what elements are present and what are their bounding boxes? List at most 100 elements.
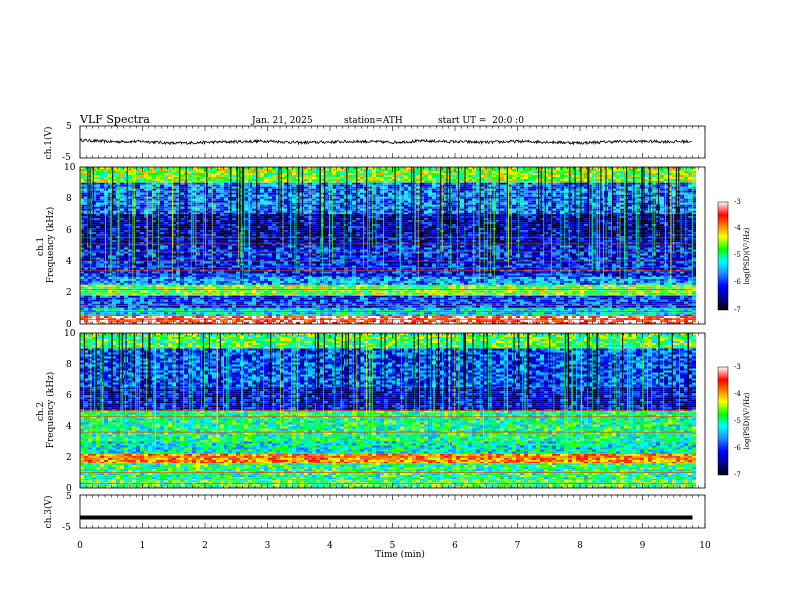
ch1-spectrogram-cell <box>660 224 664 227</box>
ch1-spectrogram-cell <box>200 206 204 209</box>
ch1-spectrogram-cell <box>524 173 528 175</box>
ch1-spectrogram-cell <box>628 188 632 191</box>
ch1-spectrogram-cell <box>292 177 296 179</box>
ch1-spectrogram-cell <box>348 184 352 187</box>
ch1-spectrogram-cell <box>692 218 696 221</box>
ch1-spectrogram-cell <box>444 177 448 179</box>
ch1-spectrogram-cell <box>432 200 436 203</box>
ch1-spectrogram-cell <box>368 216 372 219</box>
ch1-spectrogram-cell <box>200 182 204 185</box>
ch1-spectrogram-cell <box>420 202 424 205</box>
ch1-spectrogram-cell <box>560 216 564 219</box>
ch1-spectrogram-cell <box>232 181 236 183</box>
ch1-spectrogram-cell <box>368 222 372 225</box>
ch1-spectrogram-cell <box>232 204 236 207</box>
ch1-spectrogram-cell <box>344 167 348 169</box>
ch1-spectrogram-cell <box>376 206 380 209</box>
ch1-spectrogram-cell <box>620 204 624 207</box>
ch1-spectrogram-cell <box>100 216 104 219</box>
ch1-spectrogram-cell <box>600 190 604 193</box>
ch1-spectrogram-cell <box>508 226 512 229</box>
ch1-spectrogram-cell <box>420 182 424 185</box>
ch1-spectrogram-cell <box>260 206 264 209</box>
ch1-spectrogram-cell <box>216 226 220 229</box>
ch1-spectrogram-cell <box>504 222 508 225</box>
ch1-spectrogram-cell <box>128 192 132 195</box>
ch1-spectrogram-cell <box>216 198 220 201</box>
ch1-spectrogram-cell <box>244 220 248 223</box>
ch1-spectrogram-cell <box>588 182 592 185</box>
ch1-spectrogram-cell <box>524 196 528 199</box>
ch1-spectrogram-cell <box>244 208 248 211</box>
ch1-spectrogram-cell <box>204 169 208 171</box>
ch1-spectrogram-cell <box>388 184 392 187</box>
ch1-spectrogram-cell <box>212 200 216 203</box>
ch1-spectrogram-cell <box>140 198 144 201</box>
ch1-spectrogram-cell <box>688 208 692 211</box>
ch1-spectrogram-cell <box>596 167 600 169</box>
ch1-spectrogram-cell <box>188 188 192 191</box>
ch1-spectrogram-cell <box>376 220 380 223</box>
ch1-spectrogram-cell <box>680 184 684 187</box>
ch1-spectrogram-cell <box>460 177 464 179</box>
ch1-spectrogram-cell <box>232 169 236 171</box>
ch1-spectrogram-cell <box>552 198 556 201</box>
ch1-spectrogram-cell <box>344 218 348 221</box>
ch1-spectrogram-cell <box>420 216 424 219</box>
ch1-spectrogram-cell <box>432 226 436 229</box>
ch1-spectrogram-cell <box>168 214 172 217</box>
ch1-spectrogram-cell <box>156 198 160 201</box>
ch1-spectrogram-cell <box>232 214 236 217</box>
ch1-spectrogram-cell <box>572 202 576 205</box>
ch1-spectrogram-cell <box>180 222 184 225</box>
ch1-spectrogram-cell <box>620 198 624 201</box>
ch1-spectrogram-cell <box>324 216 328 219</box>
ch1-spectrogram-cell <box>112 208 116 211</box>
ch1-spectrogram-cell <box>244 194 248 197</box>
ch1-spectrogram-cell <box>208 226 212 229</box>
ch1-spectrogram-cell <box>132 226 136 229</box>
ch1-spectrogram-cell <box>676 194 680 197</box>
ch1-spectrogram-cell <box>96 214 100 217</box>
ch1-spectrogram-cell <box>376 210 380 213</box>
ch1-spectrogram-cell <box>600 171 604 173</box>
ch1-spectrogram-cell <box>324 212 328 215</box>
ch1-spectrogram-cell <box>180 230 184 233</box>
ch1-spectrogram-cell <box>276 182 280 185</box>
ch1-spectrogram-cell <box>352 226 356 229</box>
ch1-spectrogram-cell <box>548 198 552 201</box>
ch1-spectrogram-cell <box>120 214 124 217</box>
ch1-spectrogram-cell <box>468 167 472 169</box>
ch1-spectrogram-cell <box>352 179 356 181</box>
ch1-spectrogram-cell <box>292 182 296 185</box>
ch1-spectrogram-cell <box>260 186 264 189</box>
ch1-spectrogram-cell <box>156 214 160 217</box>
ch1-spectrogram-cell <box>532 181 536 183</box>
ch1-spectrogram-cell <box>300 224 304 227</box>
ch1-spectrogram-cell <box>528 226 532 229</box>
ch1-spectrogram-cell <box>256 171 260 173</box>
ch1-spectrogram-cell <box>108 206 112 209</box>
ch1-spectrogram-cell <box>400 184 404 187</box>
ch1-spectrogram-cell <box>132 173 136 175</box>
ch1-spectrogram-cell <box>680 173 684 175</box>
ch1-spectrogram-cell <box>112 192 116 195</box>
ch1-spectrogram-cell <box>304 179 308 181</box>
ch1-spectrogram-cell <box>664 175 668 177</box>
ch1-spectrogram-cell <box>92 230 96 233</box>
ch1-spectrogram-cell <box>444 167 448 169</box>
ch1-spectrogram-cell <box>260 202 264 205</box>
ch1-spectrogram-cell <box>572 220 576 223</box>
ch1-spectrogram-cell <box>560 200 564 203</box>
ch1-spectrogram-cell <box>384 218 388 221</box>
ch1-spectrogram-cell <box>468 182 472 185</box>
ch1-spectrogram-cell <box>144 228 148 231</box>
ch1-spectrogram-cell <box>420 175 424 177</box>
ch1-spectrogram-cell <box>508 184 512 187</box>
ch1-spectrogram-cell <box>556 182 560 185</box>
ch1-spectrogram-cell <box>628 222 632 225</box>
ch1-spectrogram-cell <box>612 222 616 225</box>
ch1-spectrogram-cell <box>476 184 480 187</box>
ch1-spectrogram-cell <box>100 228 104 231</box>
ch1-spectrogram-cell <box>152 224 156 227</box>
